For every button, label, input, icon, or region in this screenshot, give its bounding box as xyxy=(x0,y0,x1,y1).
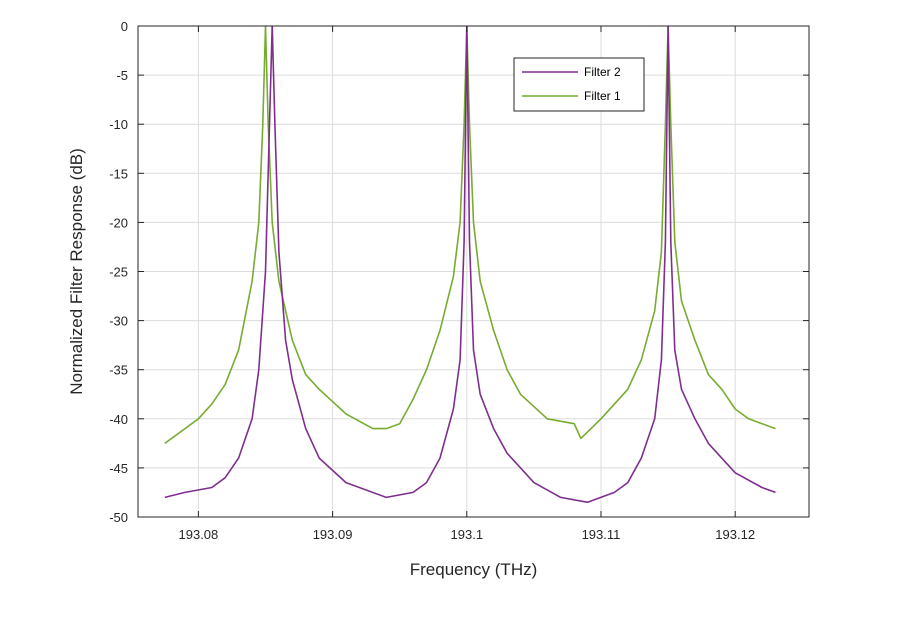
y-tick-label: -50 xyxy=(109,510,128,525)
x-tick-label: 193.08 xyxy=(179,527,219,542)
x-axis-title: Frequency (THz) xyxy=(410,560,538,579)
y-tick-label: -40 xyxy=(109,412,128,427)
y-tick-label: -35 xyxy=(109,363,128,378)
y-tick-label: -20 xyxy=(109,215,128,230)
x-tick-label: 193.1 xyxy=(451,527,484,542)
ticks: 193.08 193.09 193.1 193.11 193.12 0 -5 -10 -15 -2… xyxy=(109,19,809,542)
y-tick-label: -30 xyxy=(109,314,128,329)
y-tick-label: -45 xyxy=(109,461,128,476)
legend-label: Filter 2 xyxy=(584,65,621,79)
series-line-filter-2 xyxy=(164,26,776,504)
x-tick-label: 193.09 xyxy=(313,527,353,542)
y-tick-label: -15 xyxy=(109,166,128,181)
legend: Filter 2 Filter 1 xyxy=(513,57,645,112)
y-tick-label: -10 xyxy=(109,117,128,132)
y-tick-label: 0 xyxy=(121,19,128,34)
y-tick-label: -5 xyxy=(116,68,128,83)
y-tick-label: -25 xyxy=(109,265,128,280)
legend-label: Filter 1 xyxy=(584,89,621,103)
x-tick-label: 193.12 xyxy=(715,527,755,542)
series-layer xyxy=(164,26,776,504)
y-axis-title: Normalized Filter Response (dB) xyxy=(67,148,86,395)
x-tick-label: 193.11 xyxy=(582,527,621,542)
legend-box xyxy=(513,57,645,112)
